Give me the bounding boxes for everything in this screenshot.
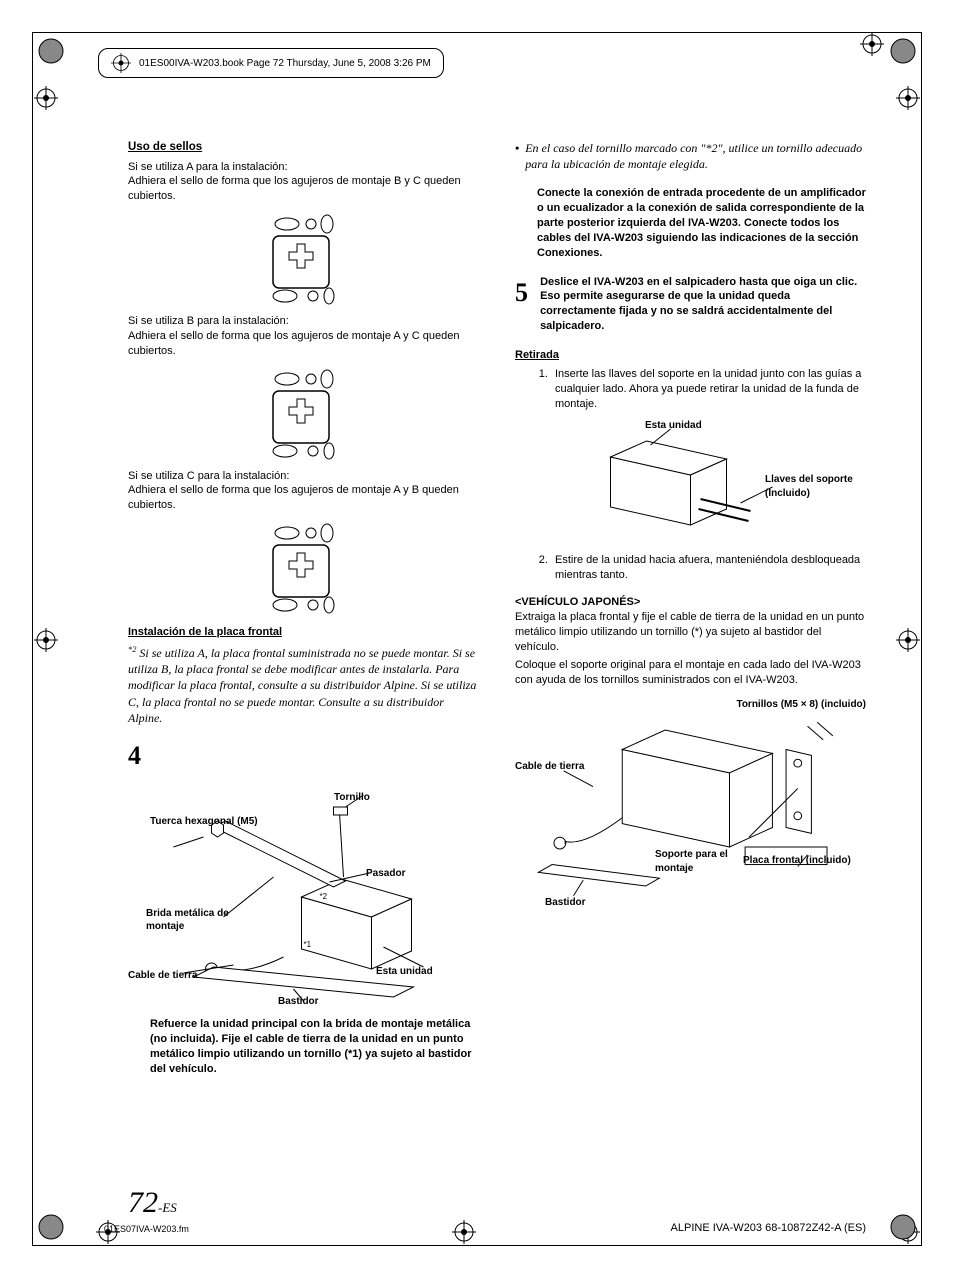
header-bar: 01ES00IVA-W203.book Page 72 Thursday, Ju… — [98, 48, 444, 78]
retirada-list: Inserte las llaves del soporte en la uni… — [515, 367, 866, 412]
svg-text:*1: *1 — [304, 940, 312, 949]
seal-c-text: Adhiera el sello de forma que los agujer… — [128, 483, 479, 513]
connect-block: Conecte la conexión de entrada procedent… — [537, 186, 866, 260]
label-soporte: Soporte para el montaje — [655, 848, 735, 875]
retirada-2: Estire de la unidad hacia afuera, manten… — [551, 553, 866, 583]
page-number: 72-ES — [128, 1186, 177, 1220]
diagram-retirada: Esta unidad Llaves del soporte (Incluido… — [515, 417, 866, 547]
left-column: Uso de sellos Si se utiliza A para la in… — [128, 140, 479, 1076]
seals-title: Uso de sellos — [128, 140, 479, 156]
step4-text: Refuerce la unidad principal con la brid… — [128, 1017, 479, 1076]
svg-text:*2: *2 — [320, 892, 328, 901]
content: Uso de sellos Si se utiliza A para la in… — [128, 140, 866, 1076]
footer-file: 01ES07IVA-W203.fm — [104, 1224, 189, 1234]
diagram-jp: * Tornillos (M5 × 8) (incluido) Cable de… — [515, 698, 866, 918]
seal-b-text: Adhiera el sello de forma que los agujer… — [128, 329, 479, 359]
header-text: 01ES00IVA-W203.book Page 72 Thursday, Ju… — [139, 58, 431, 69]
vehiculo-title: <VEHÍCULO JAPONÉS> — [515, 595, 866, 610]
label-placa-frontal: Placa frontal (incluido) — [743, 854, 851, 868]
seal-diagram-icon — [249, 519, 359, 615]
step-5: 5 Deslice el IVA-W203 en el salpicadero … — [515, 275, 866, 334]
vehiculo-p1: Extraiga la placa frontal y fije el cabl… — [515, 610, 866, 655]
right-column: • En el caso del tornillo marcado con "*… — [515, 140, 866, 1076]
label-esta-unidad-2: Esta unidad — [645, 419, 702, 433]
seal-c-intro: Si se utiliza C para la instalación: — [128, 469, 479, 484]
step5-number: 5 — [515, 275, 537, 310]
jp-mount-diagram-icon: * — [515, 698, 866, 918]
diagram-4: *2 *1 Tornillo Tuerca hexagonal (M5) Pas… — [128, 777, 479, 1007]
retirada-list-2: Estire de la unidad hacia afuera, manten… — [515, 553, 866, 583]
footer-docid: ALPINE IVA-W203 68-10872Z42-A (ES) — [671, 1222, 866, 1234]
label-pasador: Pasador — [366, 867, 405, 881]
label-cable-tierra: Cable de tierra — [128, 969, 197, 983]
seal-a-intro: Si se utiliza A para la instalación: — [128, 160, 479, 175]
label-cable-tierra-2: Cable de tierra — [515, 760, 584, 774]
label-tornillos: Tornillos (M5 × 8) (incluido) — [736, 698, 866, 712]
label-tornillo: Tornillo — [334, 791, 370, 805]
step-4: 4 — [128, 738, 479, 773]
label-bastidor: Bastidor — [278, 995, 319, 1009]
label-llaves: Llaves del soporte (Incluido) — [765, 473, 865, 500]
seal-diagram-icon — [249, 365, 359, 461]
step5-text: Deslice el IVA-W203 en el salpicadero ha… — [540, 275, 865, 334]
bullet-note: • En el caso del tornillo marcado con "*… — [515, 140, 866, 172]
label-tuerca: Tuerca hexagonal (M5) — [150, 815, 258, 829]
seal-b-intro: Si se utiliza B para la instalación: — [128, 314, 479, 329]
front-plate-note: *2 Si se utiliza A, la placa frontal sum… — [128, 644, 479, 726]
label-brida: Brida metálica de montaje — [146, 907, 236, 934]
retirada-title: Retirada — [515, 348, 866, 363]
seal-diagram-icon — [249, 210, 359, 306]
book-icon — [111, 53, 131, 73]
vehiculo-p2: Coloque el soporte original para el mont… — [515, 658, 866, 688]
seal-a-text: Adhiera el sello de forma que los agujer… — [128, 174, 479, 204]
front-plate-title: Instalación de la placa frontal — [128, 625, 479, 640]
label-bastidor-2: Bastidor — [545, 896, 586, 910]
svg-text:*: * — [564, 839, 568, 849]
retirada-1: Inserte las llaves del soporte en la uni… — [551, 367, 866, 412]
label-esta-unidad: Esta unidad — [376, 965, 433, 979]
step4-number: 4 — [128, 738, 150, 773]
